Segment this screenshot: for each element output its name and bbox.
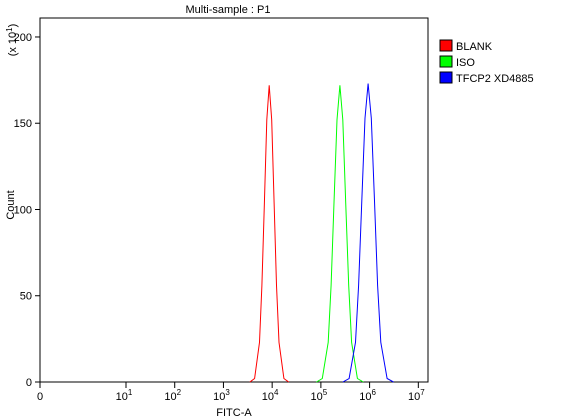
x-tick-label: 101 (116, 388, 133, 403)
tick-base: 10 (164, 391, 176, 403)
tick-exponent: 7 (420, 388, 425, 397)
tick-base: 10 (408, 391, 420, 403)
multiplier-suffix: ) (7, 24, 19, 28)
multiplier-prefix: (x 10 (7, 32, 19, 56)
x-tick-label: 104 (262, 388, 279, 403)
histogram-line (316, 85, 364, 383)
y-axis-label: Count (5, 190, 17, 219)
tick-exponent: 3 (225, 388, 230, 397)
x-tick-label: 105 (311, 388, 328, 403)
tick-base: 10 (311, 391, 323, 403)
y-multiplier: (x 101) (5, 24, 19, 57)
x-tick-label: 107 (408, 388, 425, 403)
legend-label: ISO (456, 57, 475, 69)
y-tick-label: 50 (20, 291, 32, 303)
plot-frame (39, 17, 429, 383)
y-tick-label: 150 (14, 118, 32, 130)
x-tick-label: 106 (359, 388, 376, 403)
tick-exponent: 5 (323, 388, 328, 397)
legend-swatch (439, 71, 453, 84)
tick-exponent: 2 (177, 388, 182, 397)
tick-base: 10 (359, 391, 371, 403)
chart-title: Multi-sample : P1 (186, 4, 271, 16)
tick-base: 10 (213, 391, 225, 403)
histogram-line (249, 85, 289, 383)
tick-exponent: 1 (128, 388, 133, 397)
y-tick-label: 100 (14, 204, 32, 216)
y-tick-label: 0 (26, 377, 32, 389)
legend-label: TFCP2 XD4885 (456, 73, 534, 85)
x-tick-label: 102 (164, 388, 181, 403)
tick-exponent: 4 (274, 388, 279, 397)
tick-base: 10 (262, 391, 274, 403)
tick-base: 10 (116, 391, 128, 403)
y-tick-label: 200 (14, 32, 32, 44)
x-axis-label: FITC-A (216, 407, 252, 419)
legend-swatch (439, 39, 453, 52)
x-tick-label: 103 (213, 388, 230, 403)
legend-label: BLANK (456, 41, 493, 53)
legend-swatch (439, 55, 453, 68)
histogram-line (342, 83, 394, 383)
tick-exponent: 6 (371, 388, 376, 397)
x-tick-label: 0 (37, 391, 43, 403)
multiplier-exponent: 1 (5, 27, 14, 32)
